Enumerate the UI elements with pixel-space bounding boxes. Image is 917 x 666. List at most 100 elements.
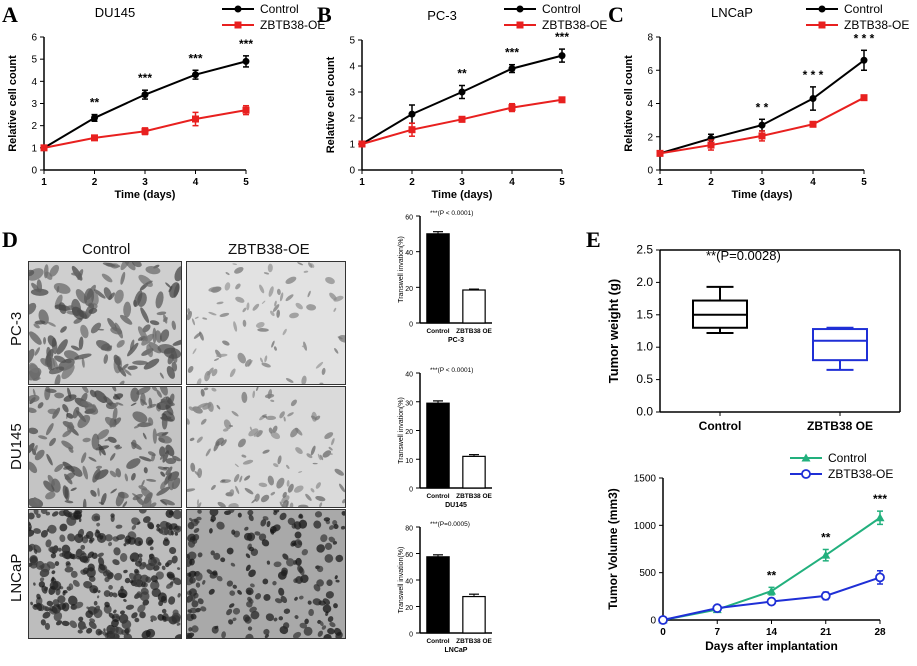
cell-blob [115,468,122,478]
cell-blob [273,617,278,622]
cell-blob [313,520,322,529]
cell-blob [32,444,38,455]
cell-blob [119,314,133,325]
cell-blob [298,504,309,507]
cell-blob [335,631,343,638]
cell-blob [49,437,56,447]
cell-blob [327,628,335,635]
cell-blob [248,428,259,437]
cell-blob [263,628,270,635]
cell-blob [51,604,62,614]
cell-blob [231,529,236,535]
cell-blob [98,556,105,566]
cell-blob [323,634,332,638]
cell-blob [166,559,173,566]
cell-blob [129,339,135,351]
chart-c-ylabel: Relative cell count [623,55,635,152]
chart-c-title: LNCaP [711,5,753,20]
cell-blob [155,291,164,309]
cell-blob [270,310,275,317]
cell-blob [228,424,234,427]
cell-blob [333,307,337,312]
cell-blob [301,345,307,349]
cell-blob [258,482,268,488]
cell-blob [61,440,74,450]
cell-blob [163,347,181,359]
cell-blob [272,580,277,586]
cell-blob [282,553,289,560]
chart-d-du145-ytick-label: 20 [405,429,413,436]
cell-blob [103,396,115,407]
cell-blob [228,503,239,507]
cell-blob [176,567,181,570]
cell-blob [145,266,161,275]
cell-blob [173,577,181,586]
cell-blob [267,263,273,273]
chart-a-significance: ** [90,96,100,110]
cell-blob [200,418,207,425]
cell-blob [306,453,313,459]
chart-e-weight-ytick-label: 0.0 [636,405,653,419]
cell-blob [316,579,324,587]
chart-a-legend-marker [234,5,242,13]
cell-blob [271,340,275,348]
chart-a-point [242,57,250,65]
cell-blob [210,515,216,522]
cell-blob [153,559,157,564]
cell-blob [94,531,101,538]
micrograph-lncap-control [28,509,182,639]
chart-b-point [508,65,516,73]
chart-c-point [758,121,766,129]
cell-blob [314,511,323,518]
cell-blob [143,467,148,474]
cell-blob [103,590,111,597]
cell-blob [229,368,236,378]
cell-blob [194,470,200,476]
cell-blob [192,348,197,355]
cell-blob [228,510,235,513]
row-header-pc3: PC-3 [8,311,25,346]
cell-blob [78,518,82,523]
cell-blob [69,620,78,629]
cell-blob [111,402,119,408]
cell-blob [171,320,177,331]
cell-blob [46,561,56,569]
cell-blob [150,580,160,591]
cell-blob [273,510,280,513]
cell-blob [83,580,93,589]
cell-blob [29,269,35,277]
panel-letter-c: C [608,2,624,27]
cell-blob [39,577,45,582]
cell-blob [342,498,345,504]
cell-blob [270,431,281,440]
cell-blob [36,279,43,293]
cell-blob [81,357,85,368]
cell-blob [286,480,290,487]
chart-d-pc3-ytick-label: 20 [405,286,413,293]
chart-d-pc3-bar-oe [462,289,486,324]
cell-blob [46,528,49,532]
cell-blob [225,272,230,275]
cell-blob [244,359,252,367]
cell-blob [140,393,146,406]
cell-blob [281,569,288,577]
cell-blob [279,512,287,521]
cell-blob [138,274,153,288]
cell-blob [31,282,40,292]
cell-blob [45,511,51,516]
chart-d-lncap-title: LNCaP [445,647,468,654]
cell-blob [286,558,295,567]
cell-blob [250,610,260,620]
cell-blob [93,608,103,619]
cell-blob [249,606,257,613]
chart-e-volume-xtick-label: 14 [766,627,778,638]
chart-b-ytick-label: 0 [349,166,355,177]
cell-blob [341,510,345,516]
cell-blob [102,262,116,267]
chart-b-point [408,110,416,118]
cell-blob [72,579,80,587]
cell-blob [92,468,101,483]
cell-blob [160,526,169,536]
cell-blob [54,561,60,566]
cell-blob [320,534,328,543]
